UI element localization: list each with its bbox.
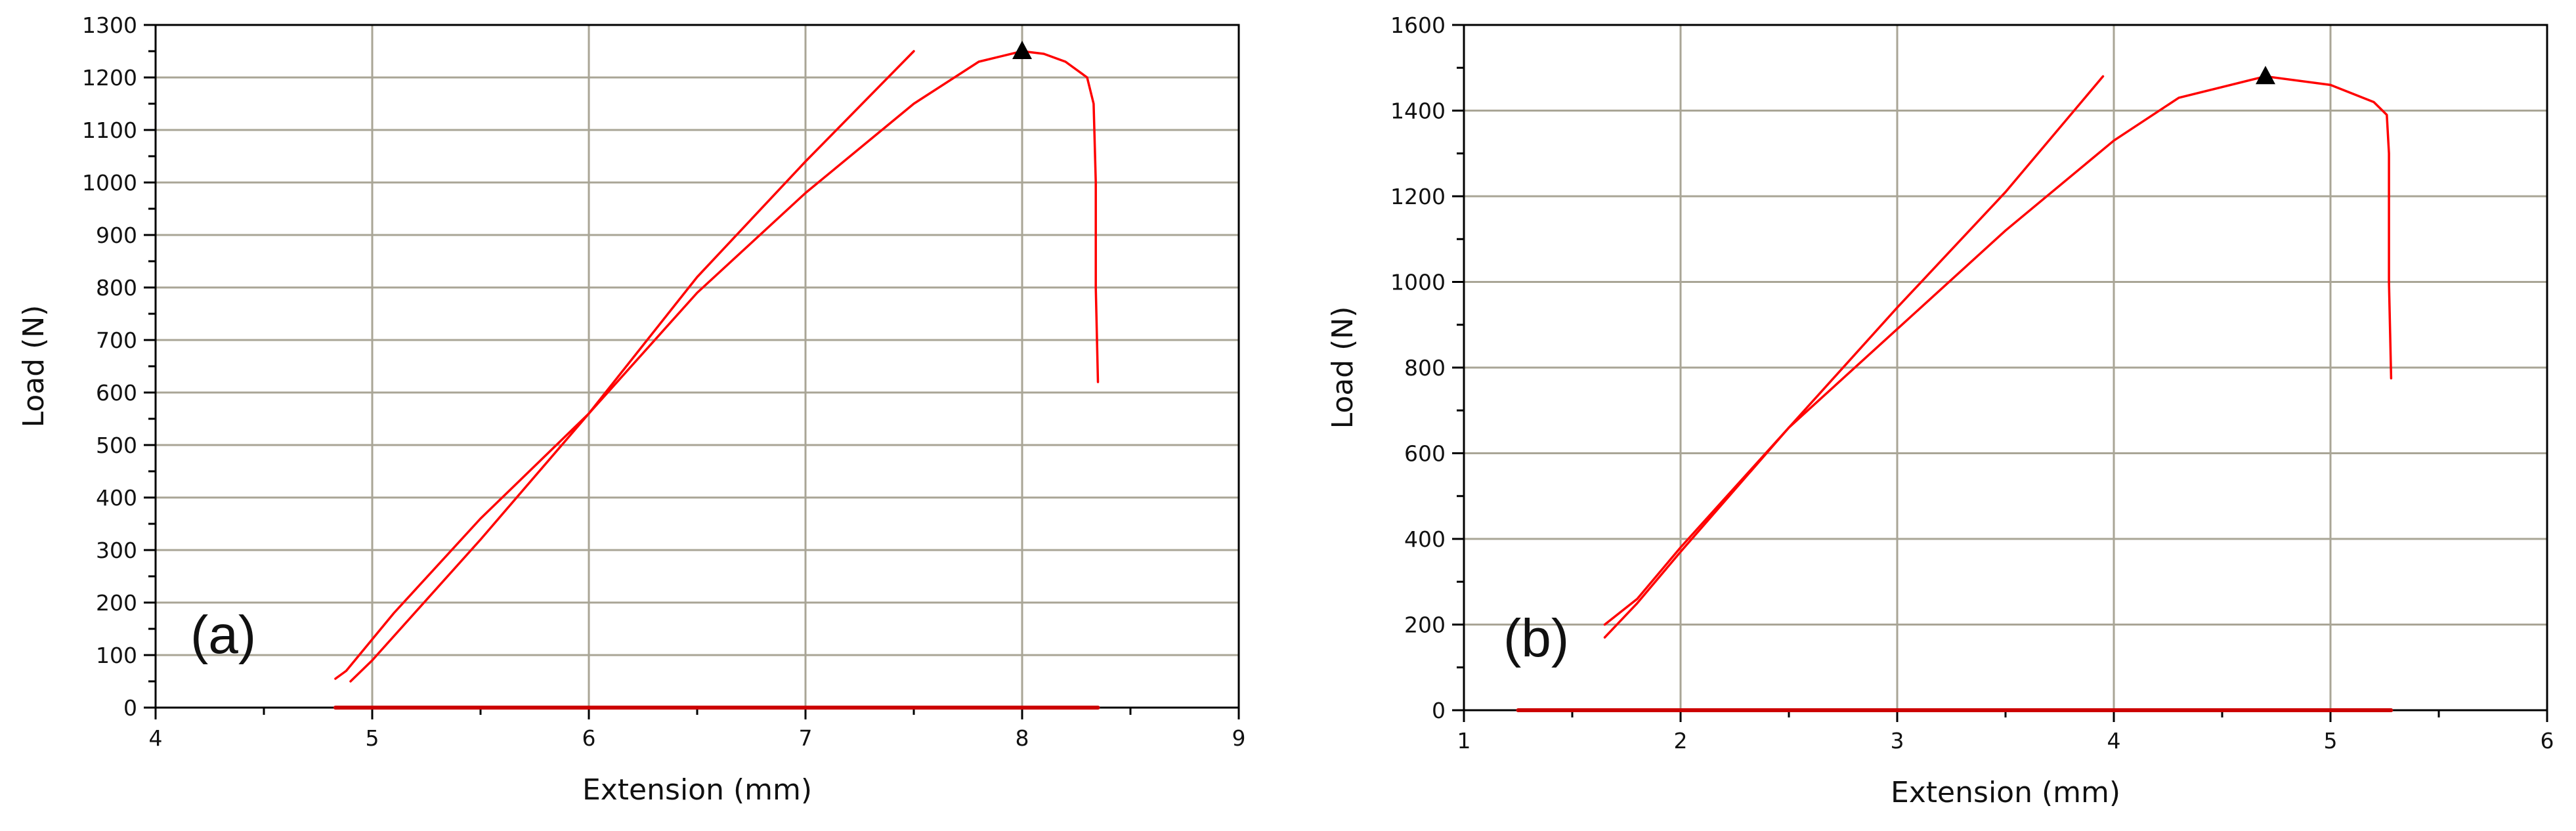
- y-tick-label: 800: [96, 275, 137, 301]
- y-tick-label: 800: [1404, 355, 1446, 381]
- peak-marker-icon: [1012, 41, 1032, 59]
- x-tick-label: 5: [2324, 728, 2338, 754]
- y-tick-label: 600: [1404, 441, 1446, 467]
- x-axis-label: Extension (mm): [1891, 776, 2120, 809]
- y-tick-label: 200: [96, 590, 137, 616]
- chart-panel-b: 1 2 3 4 5 6 0 200 400 600 800 1000 1200 1400 1600 Exten…: [1326, 12, 2554, 809]
- x-tick-label: 6: [582, 725, 596, 751]
- y-tick-label: 1000: [1390, 270, 1446, 295]
- x-tick-label: 2: [1674, 728, 1688, 754]
- y-tick-label: 1600: [1390, 12, 1446, 38]
- y-tick-label: 400: [1404, 526, 1446, 552]
- y-tick-label: 1400: [1390, 98, 1446, 124]
- y-tick-label: 600: [96, 380, 137, 406]
- y-tick-label: 300: [96, 538, 137, 563]
- y-axis-label: Load (N): [17, 305, 51, 428]
- x-tick-label: 3: [1891, 728, 1904, 754]
- x-tick-label: 4: [2107, 728, 2121, 754]
- plot-frame: [154, 24, 1240, 709]
- x-axis-label: Extension (mm): [582, 773, 812, 807]
- load-curve-series: [334, 50, 1100, 680]
- load-curve-series: [1603, 75, 2393, 626]
- x-tick-label: 4: [149, 725, 163, 751]
- load-curve-series: [1603, 75, 2105, 639]
- y-tick-label: 400: [96, 485, 137, 511]
- y-tick-label: 900: [96, 223, 137, 248]
- y-tick-label: 1200: [1390, 184, 1446, 209]
- y-tick-label: 1100: [82, 117, 137, 143]
- load-curve-series: [349, 50, 915, 683]
- x-tick-label: 1: [1457, 728, 1471, 754]
- y-tick-label: 1200: [82, 65, 137, 91]
- peak-marker-icon: [2256, 66, 2275, 85]
- y-tick-label: 700: [96, 328, 137, 353]
- y-tick-label: 0: [1432, 698, 1446, 723]
- y-tick-label: 1300: [82, 12, 137, 38]
- x-tick-label: 9: [1232, 725, 1246, 751]
- x-tick-label: 7: [799, 725, 813, 751]
- panel-label: (b): [1503, 608, 1569, 668]
- y-tick-label: 200: [1404, 612, 1446, 638]
- y-tick-label: 0: [123, 695, 137, 721]
- x-tick-label: 5: [366, 725, 379, 751]
- y-tick-label: 100: [96, 643, 137, 668]
- y-tick-label: 500: [96, 433, 137, 458]
- chart-panel-a: 4 5 6 7 8 9 0 100 200 300 400 500 600 700 800 900 1000 11…: [17, 12, 1246, 807]
- x-tick-label: 8: [1016, 725, 1029, 751]
- y-axis-label: Load (N): [1326, 307, 1360, 429]
- y-tick-label: 1000: [82, 170, 137, 196]
- x-tick-label: 6: [2541, 728, 2554, 754]
- panel-label: (a): [190, 605, 256, 665]
